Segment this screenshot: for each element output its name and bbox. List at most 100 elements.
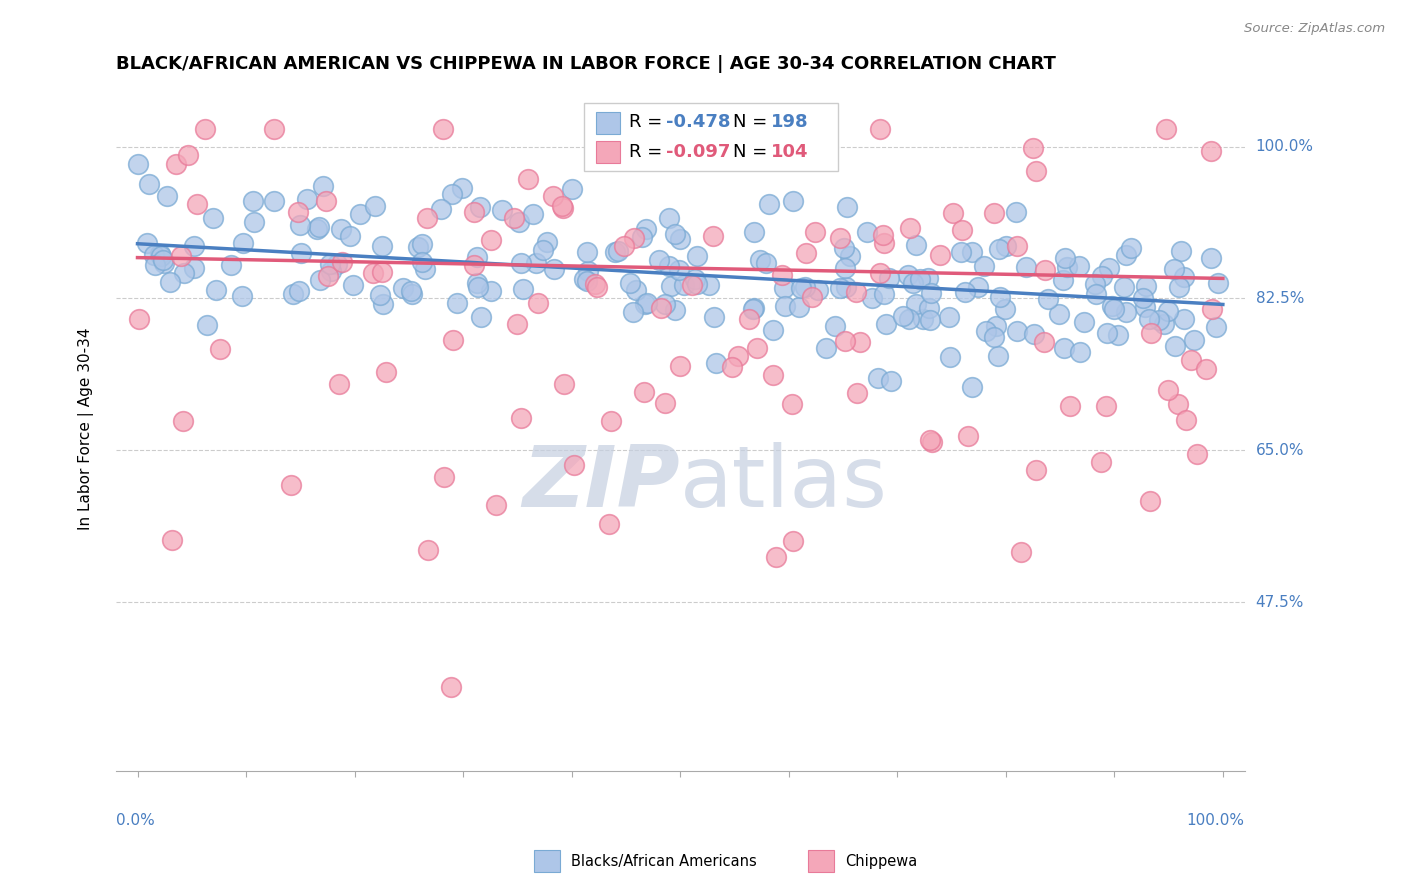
Point	[1170, 244, 1192, 258]
Point	[949, 245, 972, 260]
Point	[315, 194, 337, 209]
Point	[873, 287, 896, 301]
Point	[194, 122, 217, 136]
Point	[364, 199, 387, 213]
Point	[758, 197, 780, 211]
Point	[308, 220, 330, 235]
Point	[177, 148, 200, 162]
Point	[232, 236, 254, 251]
Text: 100.0%: 100.0%	[1256, 139, 1313, 154]
Point	[1167, 397, 1189, 411]
Point	[465, 276, 488, 290]
Point	[1047, 307, 1070, 321]
Point	[606, 244, 628, 258]
Point	[463, 258, 485, 272]
Point	[621, 304, 644, 318]
Point	[1073, 315, 1095, 329]
Point	[231, 289, 253, 303]
Text: -0.478: -0.478	[665, 113, 730, 131]
Point	[127, 157, 149, 171]
Point	[880, 374, 903, 388]
Point	[1157, 304, 1180, 318]
Point	[470, 310, 492, 324]
Point	[1195, 362, 1218, 376]
Point	[205, 284, 228, 298]
Point	[312, 178, 335, 193]
Point	[697, 277, 720, 292]
Point	[572, 272, 595, 286]
Point	[1036, 292, 1059, 306]
Point	[1139, 326, 1161, 341]
Point	[408, 239, 430, 253]
Point	[516, 171, 538, 186]
Point	[901, 277, 924, 291]
Point	[950, 223, 973, 237]
Point	[1085, 287, 1108, 301]
Point	[794, 280, 817, 294]
Point	[668, 262, 690, 277]
Point	[938, 310, 960, 325]
Point	[648, 253, 671, 268]
Point	[575, 274, 598, 288]
Point	[983, 330, 1005, 344]
Point	[918, 301, 941, 316]
Point	[373, 296, 395, 310]
Point	[156, 188, 179, 202]
Text: 100.0%: 100.0%	[1187, 813, 1244, 828]
Point	[898, 312, 921, 326]
Point	[855, 225, 877, 239]
Point	[834, 260, 856, 275]
Point	[1157, 383, 1180, 397]
Point	[551, 199, 574, 213]
Point	[128, 311, 150, 326]
Point	[1025, 463, 1047, 477]
Point	[742, 225, 765, 239]
Point	[135, 235, 157, 250]
Text: -0.097: -0.097	[665, 144, 730, 161]
Point	[562, 458, 585, 472]
Point	[503, 211, 526, 226]
Point	[450, 181, 472, 195]
Point	[585, 280, 607, 294]
Point	[686, 277, 709, 292]
Point	[242, 194, 264, 208]
Point	[762, 368, 785, 383]
Point	[197, 318, 219, 333]
Point	[1005, 205, 1028, 219]
Point	[1101, 299, 1123, 313]
Point	[835, 280, 858, 294]
Point	[675, 122, 697, 136]
Point	[319, 257, 342, 271]
Point	[441, 186, 464, 201]
Point	[288, 218, 311, 232]
Point	[305, 221, 328, 235]
Point	[623, 231, 645, 245]
Point	[415, 211, 437, 225]
Point	[619, 276, 641, 290]
Point	[339, 229, 361, 244]
Point	[654, 297, 676, 311]
Point	[522, 206, 544, 220]
Point	[583, 277, 606, 291]
Point	[138, 177, 160, 191]
Point	[491, 202, 513, 217]
Point	[624, 283, 647, 297]
Point	[1033, 335, 1056, 350]
Point	[832, 241, 855, 255]
Text: BLACK/AFRICAN AMERICAN VS CHIPPEWA IN LABOR FORCE | AGE 30-34 CORRELATION CHART: BLACK/AFRICAN AMERICAN VS CHIPPEWA IN LA…	[115, 55, 1056, 73]
Point	[349, 207, 371, 221]
Point	[773, 299, 796, 313]
Point	[1175, 413, 1198, 427]
Point	[1133, 300, 1156, 314]
Point	[1156, 122, 1178, 136]
Point	[149, 247, 172, 261]
Point	[1052, 273, 1074, 287]
Point	[561, 182, 583, 196]
Point	[1090, 455, 1112, 469]
Point	[165, 157, 187, 171]
Point	[814, 341, 837, 355]
Point	[1005, 238, 1028, 252]
Point	[835, 200, 858, 214]
Point	[681, 278, 703, 293]
Point	[1119, 241, 1142, 255]
